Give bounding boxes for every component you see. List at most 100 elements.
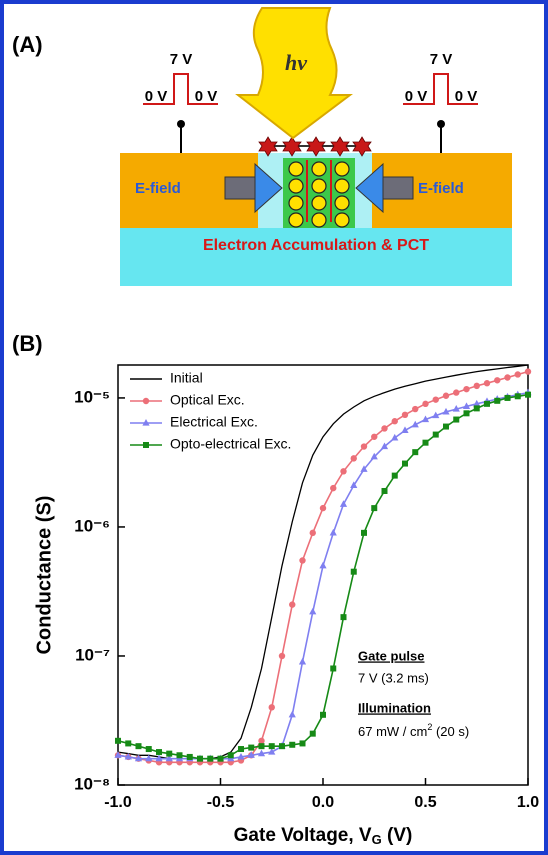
marker xyxy=(228,752,234,758)
marker xyxy=(299,658,306,665)
gate-contact xyxy=(437,120,445,128)
marker xyxy=(269,743,275,749)
legend-label: Optical Exc. xyxy=(170,392,245,408)
field-arrow xyxy=(225,177,257,199)
x-tick-label: 0.5 xyxy=(414,794,436,811)
marker xyxy=(412,406,418,412)
pulse-high: 7 V xyxy=(170,51,193,68)
marker xyxy=(382,488,388,494)
caption: Electron Accumulation & PCT xyxy=(203,237,429,254)
y-tick-label: 10⁻⁷ xyxy=(75,645,110,664)
marker xyxy=(494,398,500,404)
marker xyxy=(197,756,203,762)
marker xyxy=(474,405,480,411)
x-tick-label: -0.5 xyxy=(207,794,235,811)
marker xyxy=(392,418,398,424)
marker xyxy=(341,614,347,620)
y-tick-label: 10⁻⁶ xyxy=(74,516,110,535)
marker xyxy=(207,756,213,762)
marker xyxy=(453,389,459,395)
marker xyxy=(289,711,296,718)
marker xyxy=(433,396,439,402)
x-axis-label-part: Gate Voltage, V xyxy=(234,825,372,846)
marker xyxy=(371,434,377,440)
marker xyxy=(136,743,142,749)
legend-marker xyxy=(143,442,149,448)
marker xyxy=(443,424,449,430)
marker xyxy=(361,443,367,449)
field-label: E-field xyxy=(135,180,181,197)
annotation-text: 67 mW / cm2 (20 s) xyxy=(358,722,469,739)
marker xyxy=(402,461,408,467)
marker xyxy=(433,432,439,438)
x-axis-label-sub: G xyxy=(372,832,382,847)
figure: (A) hν 7 V 0 V 0 V 7 V 0 V 0 V E-field E… xyxy=(0,0,548,855)
marker xyxy=(166,751,172,757)
legend-marker xyxy=(143,398,149,404)
legend-label: Opto-electrical Exc. xyxy=(170,436,291,452)
marker xyxy=(392,473,398,479)
field-label: E-field xyxy=(418,180,464,197)
marker xyxy=(279,743,285,749)
field-arrow xyxy=(381,177,413,199)
marker xyxy=(279,653,285,659)
legend-label: Electrical Exc. xyxy=(170,414,258,430)
light-label: hν xyxy=(285,50,307,75)
marker xyxy=(320,505,326,511)
marker xyxy=(474,383,480,389)
panel-label: (B) xyxy=(12,331,43,356)
marker xyxy=(310,530,316,536)
marker xyxy=(525,392,531,398)
marker xyxy=(319,562,326,569)
pulse-low: 0 V xyxy=(455,88,478,105)
marker xyxy=(381,425,387,431)
y-tick-label: 10⁻⁸ xyxy=(74,774,110,793)
panel-label: (A) xyxy=(12,32,43,57)
page: (A) hν 7 V 0 V 0 V 7 V 0 V 0 V E-field E… xyxy=(0,0,548,855)
y-tick-label: 10⁻⁵ xyxy=(74,387,110,406)
marker xyxy=(505,395,511,401)
marker xyxy=(248,745,254,751)
marker xyxy=(464,410,470,416)
gate-contact xyxy=(177,120,185,128)
marker xyxy=(289,742,295,748)
marker xyxy=(320,712,326,718)
legend-label: Initial xyxy=(170,370,203,386)
marker xyxy=(238,746,244,752)
marker xyxy=(340,468,346,474)
pulse-low: 0 V xyxy=(145,88,168,105)
x-tick-label: -1.0 xyxy=(104,794,132,811)
marker xyxy=(299,557,305,563)
marker xyxy=(422,401,428,407)
x-tick-label: 1.0 xyxy=(517,794,539,811)
pulse-high: 7 V xyxy=(430,51,453,68)
marker xyxy=(494,377,500,383)
marker xyxy=(484,380,490,386)
annotation-title: Gate pulse xyxy=(358,648,424,663)
marker xyxy=(125,740,131,746)
marker xyxy=(504,374,510,380)
marker xyxy=(115,738,121,744)
marker xyxy=(330,529,337,536)
marker xyxy=(515,393,521,399)
marker xyxy=(300,740,306,746)
marker xyxy=(269,704,275,710)
marker xyxy=(351,455,357,461)
marker xyxy=(258,738,264,744)
marker xyxy=(371,505,377,511)
marker xyxy=(515,371,521,377)
x-axis-label-part: (V) xyxy=(382,825,413,846)
marker xyxy=(361,530,367,536)
marker xyxy=(289,601,295,607)
marker xyxy=(177,752,183,758)
x-tick-label: 0.0 xyxy=(312,794,334,811)
marker xyxy=(423,440,429,446)
marker xyxy=(146,746,152,752)
marker xyxy=(525,368,531,374)
marker xyxy=(484,401,490,407)
marker xyxy=(156,749,162,755)
marker xyxy=(391,434,398,441)
marker xyxy=(309,608,316,615)
annotation-part: 67 mW / cm xyxy=(358,724,427,739)
marker xyxy=(259,743,265,749)
